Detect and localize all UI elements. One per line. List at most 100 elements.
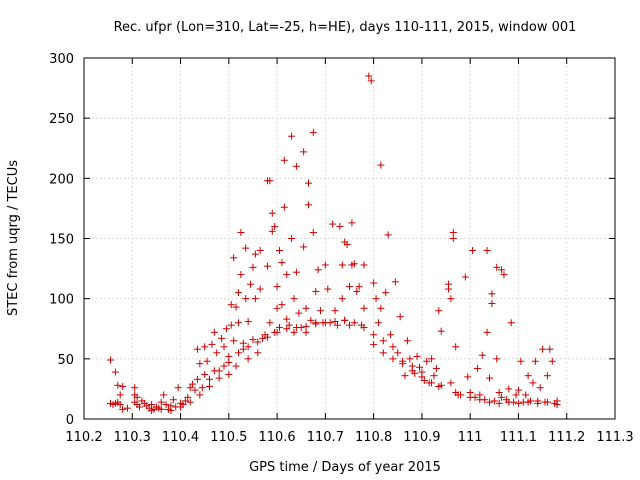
data-point bbox=[177, 403, 185, 411]
data-point bbox=[387, 331, 395, 339]
data-point bbox=[232, 303, 240, 311]
x-axis-ticks: 110.2 110.3 110.4 110.5 110.6 110.7 110.8 110.9… bbox=[65, 58, 634, 445]
data-point bbox=[452, 343, 460, 351]
data-point bbox=[283, 271, 291, 279]
data-point bbox=[148, 401, 156, 409]
data-point bbox=[263, 262, 271, 270]
data-point bbox=[210, 328, 218, 336]
x-tick-label: 110.6 bbox=[258, 430, 295, 445]
data-point bbox=[495, 399, 503, 407]
data-point bbox=[280, 203, 288, 211]
data-point bbox=[406, 355, 414, 363]
data-point bbox=[268, 209, 276, 217]
data-point bbox=[300, 243, 308, 251]
data-point bbox=[206, 375, 214, 383]
x-axis-label: GPS time / Days of year 2015 bbox=[249, 460, 441, 475]
data-point bbox=[266, 177, 274, 185]
data-point bbox=[116, 401, 124, 409]
grid bbox=[84, 58, 615, 419]
data-point bbox=[304, 179, 312, 187]
data-point bbox=[189, 380, 197, 388]
data-point bbox=[483, 328, 491, 336]
data-point bbox=[437, 327, 445, 335]
data-point bbox=[437, 381, 445, 389]
data-point bbox=[278, 301, 286, 309]
data-point bbox=[160, 391, 168, 399]
data-point bbox=[283, 325, 291, 333]
data-point bbox=[341, 316, 349, 324]
data-point bbox=[490, 397, 498, 405]
data-point bbox=[331, 318, 339, 326]
data-point bbox=[157, 398, 165, 406]
data-point bbox=[232, 362, 240, 370]
y-tick-label: 150 bbox=[49, 233, 74, 248]
data-point bbox=[343, 241, 351, 249]
data-point bbox=[360, 261, 368, 269]
data-point bbox=[505, 385, 513, 393]
data-point bbox=[346, 283, 353, 291]
data-point bbox=[473, 364, 481, 372]
data-point bbox=[548, 357, 556, 365]
data-point bbox=[225, 352, 233, 360]
data-point bbox=[413, 352, 421, 360]
data-point bbox=[295, 309, 303, 317]
data-point bbox=[230, 254, 238, 262]
data-point bbox=[500, 271, 508, 279]
data-point bbox=[350, 319, 358, 327]
data-point bbox=[483, 247, 491, 255]
data-point bbox=[169, 396, 177, 404]
data-point bbox=[244, 343, 252, 351]
data-point bbox=[237, 228, 245, 236]
data-point bbox=[372, 295, 380, 303]
data-point bbox=[186, 384, 194, 392]
data-point bbox=[213, 349, 221, 357]
data-point bbox=[476, 396, 484, 404]
data-point bbox=[317, 307, 325, 315]
x-tick-label: 111.1 bbox=[500, 430, 537, 445]
data-point bbox=[292, 268, 300, 276]
x-tick-label: 111.3 bbox=[596, 430, 633, 445]
data-point bbox=[370, 340, 378, 348]
data-point bbox=[355, 283, 363, 291]
data-point bbox=[367, 77, 375, 85]
data-point bbox=[206, 383, 214, 391]
data-point bbox=[285, 321, 293, 329]
data-point bbox=[353, 287, 361, 295]
data-point bbox=[505, 398, 513, 406]
data-point bbox=[391, 278, 399, 286]
data-point bbox=[377, 161, 385, 169]
data-point bbox=[131, 384, 139, 392]
data-point bbox=[304, 201, 312, 209]
data-point bbox=[239, 339, 247, 347]
data-point bbox=[312, 287, 320, 295]
data-point bbox=[447, 379, 455, 387]
data-point bbox=[464, 373, 472, 381]
data-point bbox=[273, 283, 281, 291]
data-point bbox=[350, 260, 358, 268]
data-point bbox=[136, 403, 144, 411]
data-point bbox=[485, 398, 493, 406]
data-point bbox=[346, 321, 353, 329]
data-point bbox=[239, 345, 247, 353]
data-point bbox=[329, 220, 337, 228]
data-point bbox=[244, 318, 252, 326]
data-point bbox=[539, 345, 547, 353]
data-point bbox=[338, 261, 346, 269]
data-point bbox=[234, 319, 242, 327]
y-tick-label: 50 bbox=[57, 353, 74, 368]
data-point bbox=[512, 391, 520, 399]
data-point bbox=[186, 398, 194, 406]
y-axis-label: STEC from uqrg / TECUs bbox=[6, 160, 21, 316]
data-point bbox=[348, 219, 356, 227]
data-point bbox=[276, 247, 284, 255]
data-point bbox=[283, 315, 291, 323]
data-point bbox=[531, 357, 539, 365]
data-point bbox=[444, 285, 452, 293]
data-point bbox=[428, 355, 436, 363]
data-point bbox=[167, 407, 175, 415]
data-point bbox=[321, 319, 329, 327]
data-point bbox=[394, 349, 402, 357]
data-point bbox=[374, 319, 382, 327]
data-point bbox=[256, 285, 264, 293]
data-point bbox=[379, 349, 387, 357]
